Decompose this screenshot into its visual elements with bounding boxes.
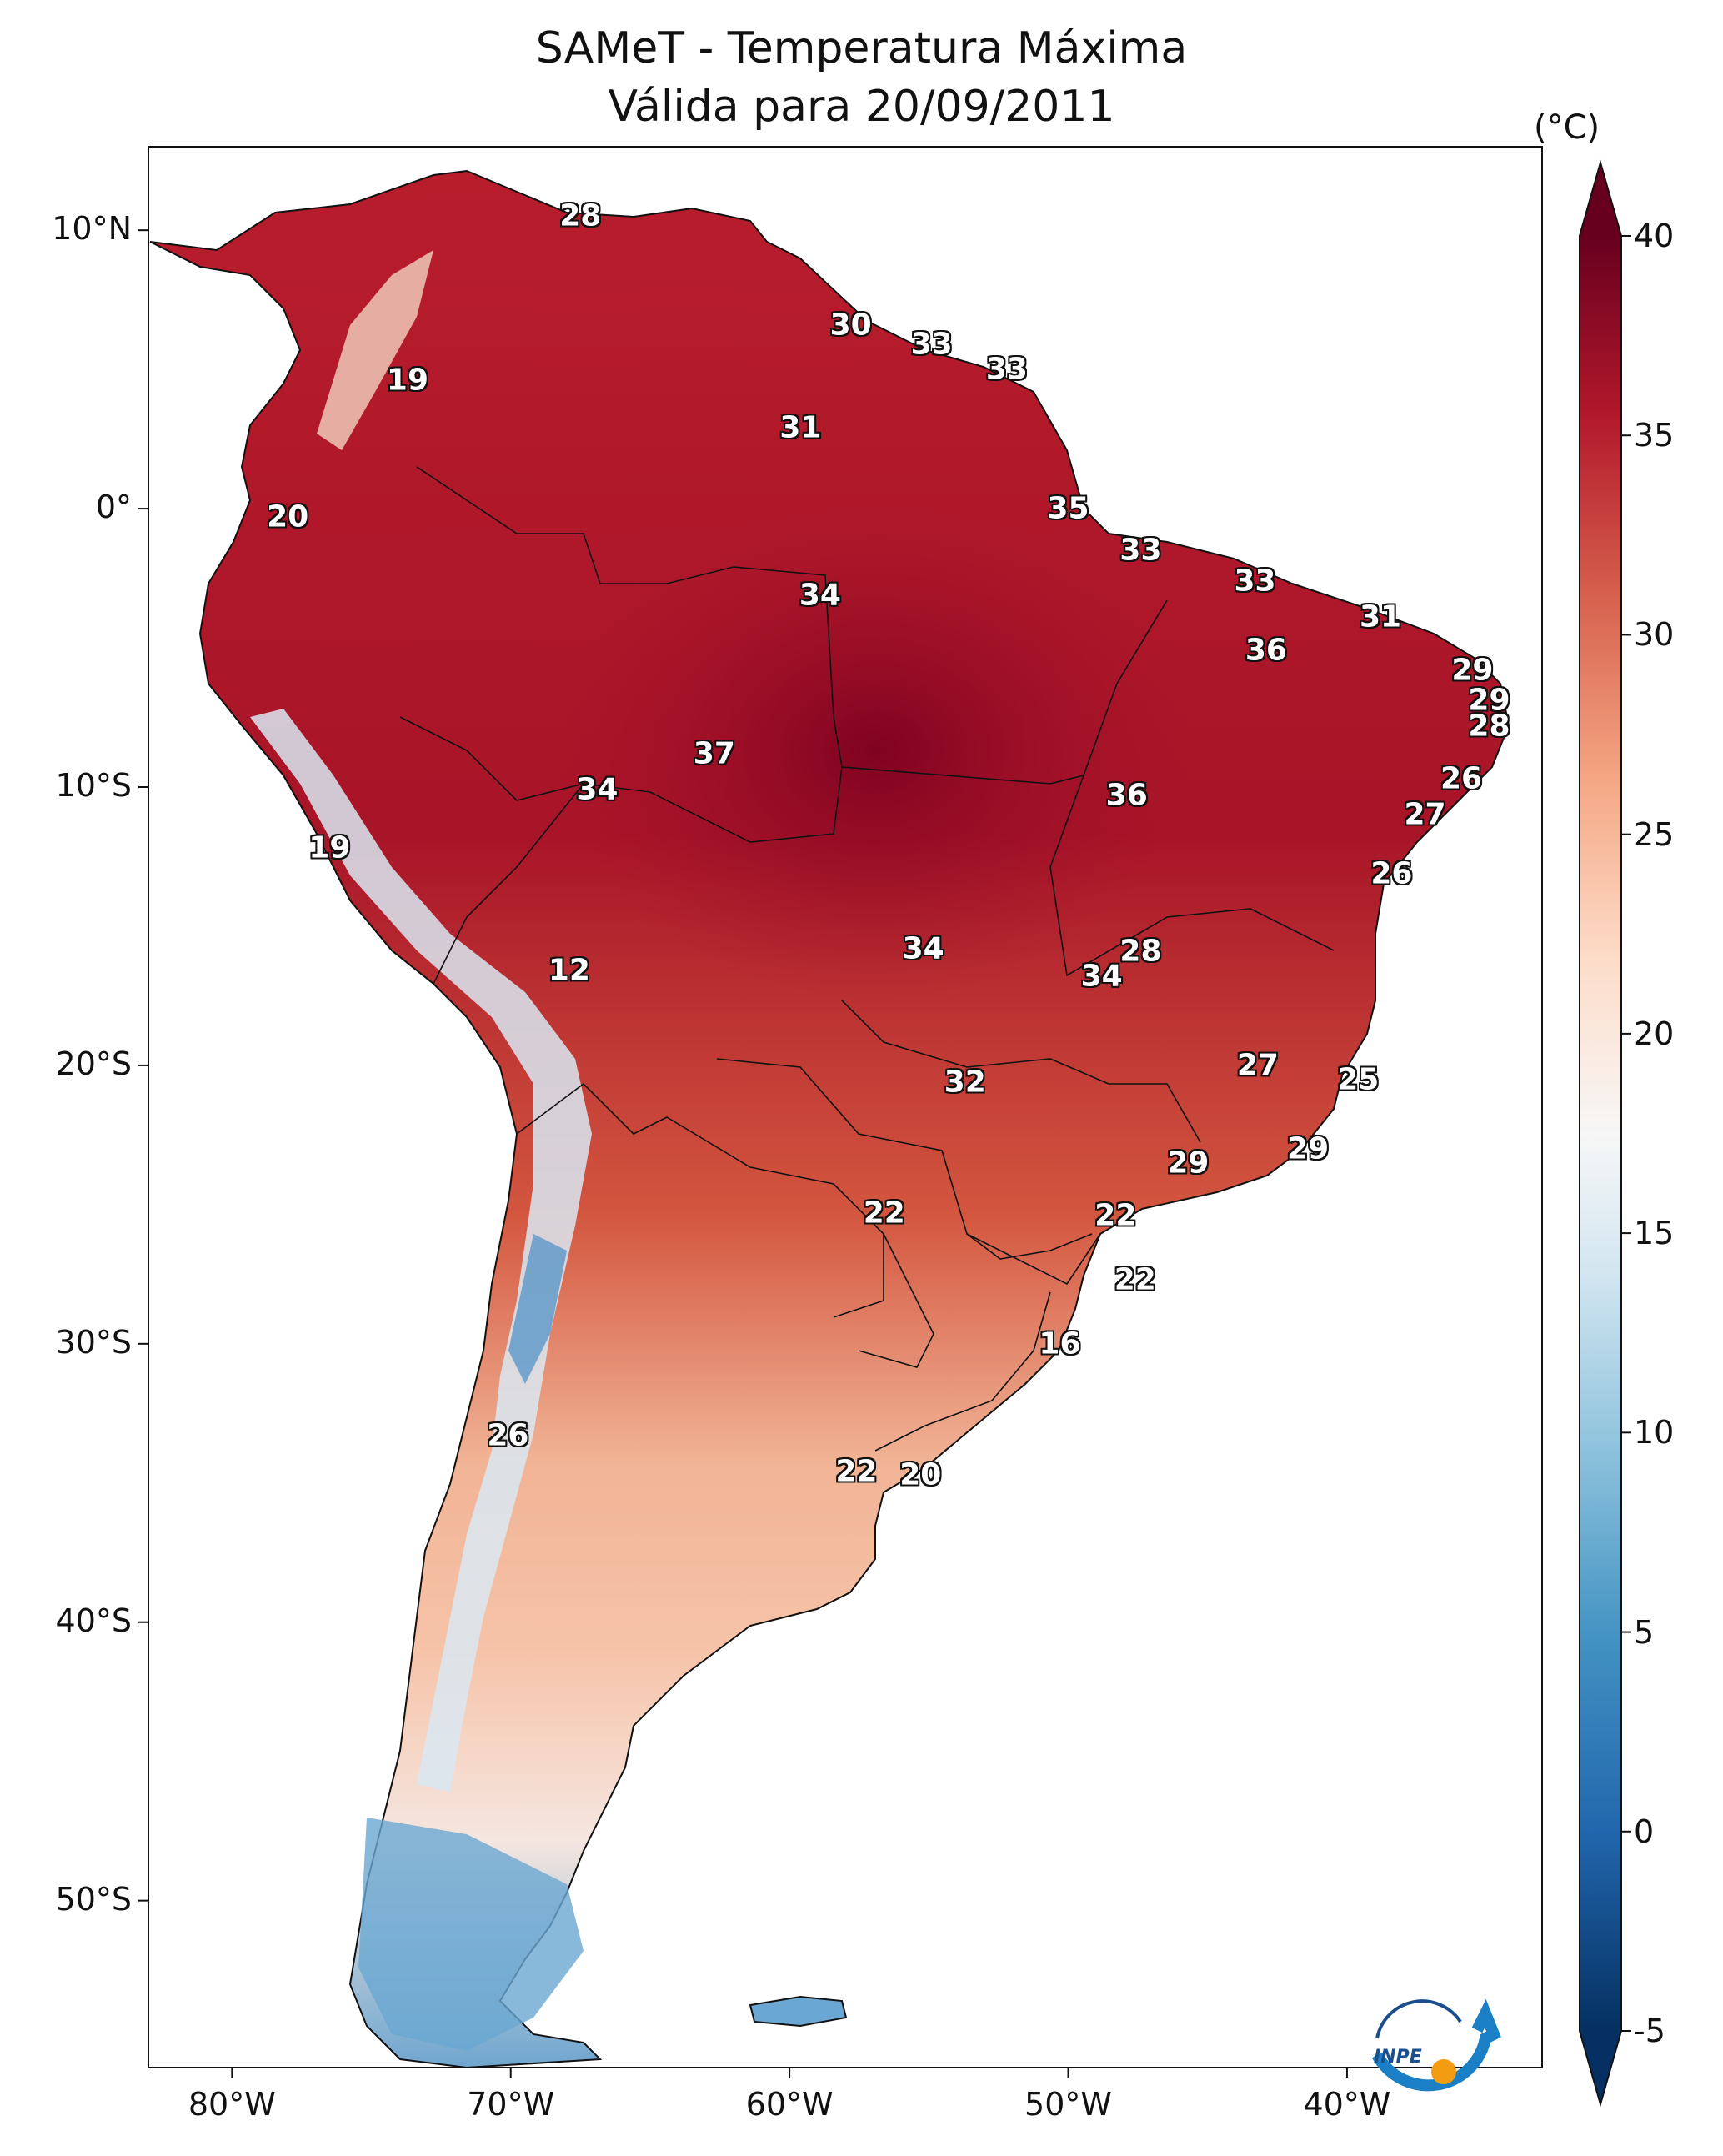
temperature-value-label: 19 — [308, 830, 351, 865]
colorbar-tick-label: 25 — [1634, 815, 1675, 853]
temperature-value-label: 26 — [1370, 856, 1413, 890]
patagonia-cold — [358, 1818, 584, 2051]
temperature-value-label: 33 — [985, 352, 1028, 387]
temperature-value-label: 27 — [1236, 1048, 1279, 1083]
colorbar-tick-label: 5 — [1634, 1613, 1655, 1651]
temperature-value-label: 22 — [1114, 1262, 1156, 1297]
temperature-value-label: 19 — [386, 363, 429, 398]
temperature-value-label: 32 — [944, 1065, 986, 1100]
temperature-value-label: 34 — [1080, 959, 1123, 994]
northern-andes-cool — [317, 250, 433, 450]
temperature-value-label: 27 — [1404, 797, 1446, 832]
lat-tick-label: 20°S — [55, 1045, 132, 1082]
temperature-value-label: 31 — [779, 410, 822, 445]
temperature-value-label: 37 — [693, 736, 735, 771]
temperature-value-label: 33 — [1234, 564, 1276, 599]
lat-tick-label: 40°S — [55, 1602, 132, 1639]
temperature-value-label: 12 — [548, 953, 590, 988]
colorbar-tick-label: 0 — [1634, 1813, 1655, 1850]
colorbar-tick-label: -5 — [1634, 2013, 1665, 2049]
temperature-value-label: 29 — [1167, 1146, 1210, 1181]
lon-tick-label: 50°W — [1024, 2086, 1112, 2123]
temperature-value-label: 22 — [1094, 1198, 1137, 1233]
temperature-value-label: 16 — [1039, 1326, 1081, 1361]
temperature-value-label: 25 — [1337, 1062, 1380, 1097]
falkland-islands — [749, 1995, 848, 2028]
lat-tick-label: 0° — [95, 489, 132, 526]
lon-tick-label: 70°W — [467, 2086, 555, 2123]
temperature-value-label: 26 — [1440, 761, 1483, 796]
temperature-value-label: 34 — [576, 772, 619, 807]
colorbar-tick-label: 10 — [1634, 1414, 1675, 1452]
lat-tick-label: 50°S — [55, 1880, 132, 1918]
temperature-value-label: 29 — [1468, 683, 1510, 718]
temperature-value-label: 28 — [559, 198, 602, 233]
lat-tick-label: 10°N — [52, 210, 132, 248]
colorbar-tick-label: 20 — [1634, 1015, 1675, 1052]
map-subtitle: Válida para 20/09/2011 — [608, 82, 1115, 132]
lon-tick-label: 60°W — [745, 2086, 834, 2123]
lon-tick-label: 80°W — [188, 2086, 276, 2123]
logo-text: INPE — [1374, 2047, 1422, 2068]
colorbar-fill — [1580, 236, 1621, 2031]
temperature-value-label: 34 — [799, 578, 841, 613]
andes-cool-band — [250, 709, 592, 1792]
temperature-value-label: 35 — [1047, 491, 1089, 526]
temperature-value-label: 20 — [899, 1457, 942, 1492]
colorbar-tick-label: 30 — [1634, 616, 1675, 654]
temperature-value-label: 30 — [829, 308, 872, 343]
temperature-value-label: 28 — [1119, 934, 1162, 969]
lat-tick-label: 30°S — [55, 1323, 132, 1361]
colorbar-tick-label: 40 — [1634, 218, 1675, 254]
temperature-value-label: 36 — [1245, 633, 1287, 668]
temperature-value-label: 36 — [1105, 778, 1148, 813]
temperature-value-label: 28 — [1468, 709, 1510, 744]
colorbar — [1579, 159, 1631, 2108]
temperature-value-label: 22 — [863, 1196, 905, 1231]
colorbar-tick-label: 15 — [1634, 1215, 1675, 1252]
colorbar-min-extend — [1580, 2031, 1621, 2104]
inpe-logo-icon — [1371, 1998, 1501, 2092]
temperature-value-label: 29 — [1287, 1131, 1330, 1166]
lon-tick-label: 40°W — [1303, 2086, 1391, 2123]
temperature-value-label: 31 — [1359, 599, 1402, 634]
map-area — [148, 147, 1542, 2068]
temperature-value-label: 33 — [1119, 533, 1162, 568]
andes-cold-core — [508, 1234, 567, 1384]
map-frame — [148, 146, 1543, 2068]
colorbar-unit: (°C) — [1534, 108, 1600, 147]
temperature-value-label: 20 — [267, 499, 309, 534]
map-title: SAMeT - Temperatura Máxima — [535, 23, 1188, 73]
colorbar-tick-marks — [1621, 235, 1631, 2032]
temperature-value-label: 33 — [910, 327, 953, 362]
temperature-value-label: 29 — [1451, 653, 1494, 688]
lat-tick-label: 10°S — [55, 767, 132, 804]
temperature-value-label: 26 — [487, 1418, 529, 1453]
political-borders — [399, 466, 1335, 1452]
temperature-value-label: 22 — [835, 1454, 878, 1489]
temperature-value-label: 34 — [902, 931, 944, 966]
colorbar-max-extend — [1580, 163, 1621, 236]
colorbar-tick-label: 35 — [1634, 417, 1675, 454]
axis-tick-marks — [138, 229, 1348, 2078]
